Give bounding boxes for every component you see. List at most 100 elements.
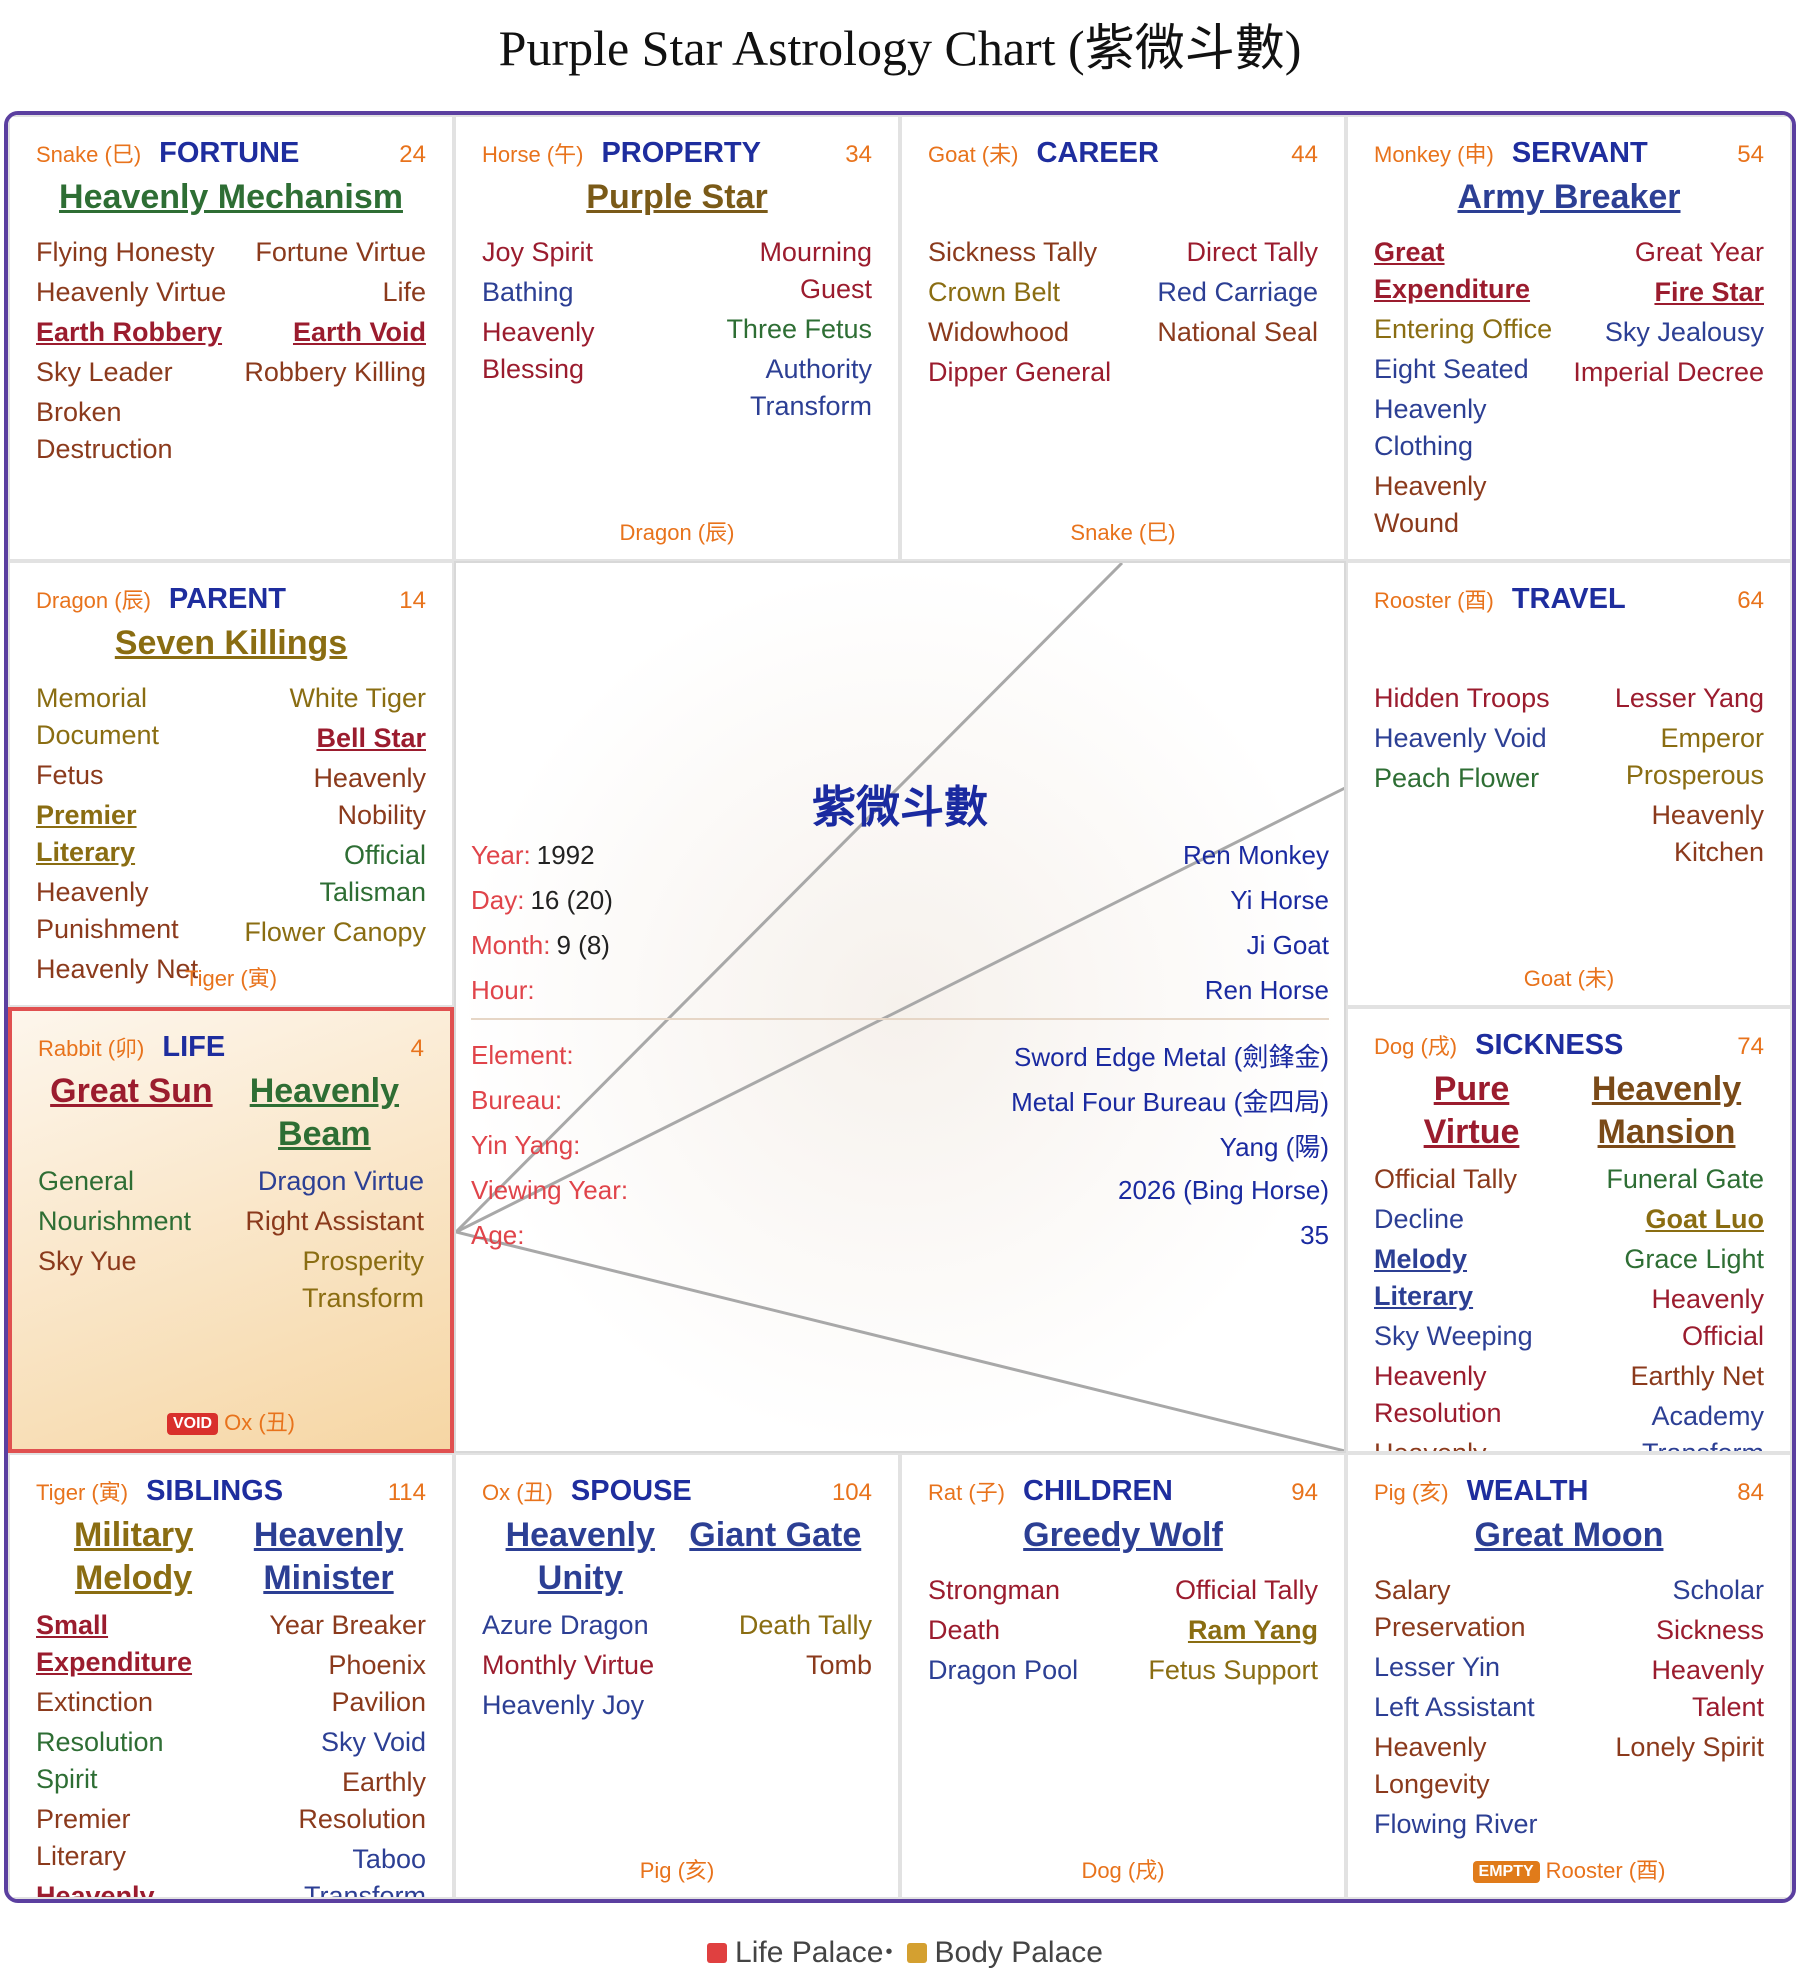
minor-star: Heavenly Void (1374, 723, 1547, 753)
minor-star: Prosperity Transform (301, 1246, 424, 1313)
branch-label: Dog (戌) (1374, 1034, 1458, 1059)
main-star: Great Moon (1474, 1516, 1664, 1554)
detail-row: Viewing Year: 2026 (Bing Horse) (471, 1168, 1329, 1213)
minor-star: Earthly Net (1630, 1361, 1764, 1391)
star-column: Direct Tally Red Carriage National Seal (1127, 234, 1318, 394)
palace-number: 34 (845, 141, 872, 168)
minor-star: Heavenly Blessing (482, 317, 595, 384)
minor-star: Heavenly Resolution (1374, 1361, 1502, 1428)
minor-star: Dragon Pool (928, 1655, 1079, 1685)
palace-name: CAREER (1036, 137, 1159, 169)
minor-star: Sky Yue (38, 1246, 137, 1276)
star-column: Great Expenditure Entering Office Eight Se… (1374, 234, 1565, 545)
palace: Pig (亥) WEALTH 84 Great Moon Salary Preserva… (1346, 1453, 1792, 1899)
minor-star: Monthly Virtue (482, 1650, 655, 1680)
minor-star: Scholar (1672, 1575, 1764, 1605)
main-stars: Military Melody Heavenly Minister (36, 1514, 426, 1599)
stem-branch: Ren Horse (1204, 975, 1329, 1005)
detail-label: Element: (471, 1040, 574, 1070)
palace-footer: Dog (戌) (902, 1853, 1344, 1885)
palace-header: Monkey (申) SERVANT 54 (1374, 137, 1764, 170)
palace-number: 54 (1737, 141, 1764, 168)
legend-label: Body Palace (934, 1936, 1103, 1969)
legend: Life Palace Body Palace (0, 1936, 1800, 1970)
legend-swatch (707, 1943, 728, 1963)
minor-star: Azure Dragon (482, 1610, 649, 1640)
minor-star: Extinction (36, 1687, 154, 1717)
star-column: Mourning Guest Three Fetus Authority Trans… (681, 234, 872, 428)
minor-star: Tomb (805, 1650, 872, 1680)
minor-star: Joy Spirit (482, 237, 594, 267)
minor-star: Heavenly Official (1651, 1284, 1764, 1351)
minor-star: Widowhood (928, 317, 1070, 347)
main-stars: Greedy Wolf (928, 1514, 1318, 1564)
palace-header: Dragon (辰) PARENT 14 (36, 583, 426, 616)
minor-star: Memorial Document (36, 683, 160, 750)
palace-footer: Tiger (寅) (10, 961, 452, 993)
minor-star: Lesser Yin (1374, 1652, 1501, 1682)
minor-star: Resolution Spirit (36, 1727, 164, 1794)
minor-star: Heavenly Net (36, 954, 199, 984)
separator (471, 1018, 1329, 1020)
main-stars: Purple Star (482, 176, 872, 226)
palace-name: SPOUSE (570, 1475, 692, 1507)
minor-star: Fetus (36, 760, 104, 790)
minor-star: National Seal (1157, 317, 1318, 347)
info-value: 1992 (536, 840, 595, 870)
minor-star: Eight Seated (1374, 354, 1529, 384)
branch-label: Rat (子) (928, 1480, 1006, 1505)
minor-star: Dragon Virtue (257, 1166, 424, 1196)
minor-star: White Tiger (289, 683, 426, 713)
star-column: Official Tally Ram Yang Fetus Support (1127, 1572, 1318, 1692)
minor-star: Goat Luo (1645, 1204, 1764, 1234)
main-stars (1374, 622, 1764, 672)
legend-item: Body Palace (883, 1936, 1102, 1969)
minor-star: Imperial Decree (1573, 357, 1764, 387)
star-column: Azure Dragon Monthly Virtue Heavenly Joy (482, 1607, 673, 1727)
minor-stars: Memorial Document Fetus Premier Literary He… (36, 680, 426, 991)
minor-star: Earth Robbery (36, 317, 223, 347)
palace-footer: Dragon (辰) (456, 515, 898, 547)
minor-stars: Small Expenditure Extinction Resolution Sp… (36, 1607, 426, 1897)
body-branch: Tiger (寅) (184, 966, 278, 991)
branch-label: Rooster (酉) (1374, 588, 1494, 613)
palace-header: Dog (戌) SICKNESS 74 (1374, 1029, 1764, 1062)
center-title: 紫微斗數 (812, 783, 988, 832)
info-label: Year: (471, 840, 531, 870)
palace-name: PROPERTY (601, 137, 761, 169)
info-label: Month: (471, 930, 551, 960)
branch-label: Tiger (寅) (36, 1480, 129, 1505)
info-row: Day: 16 (20) Yi Horse (471, 878, 1329, 923)
star-column: Strongman Death Dragon Pool (928, 1572, 1119, 1692)
minor-star: Academy Transform (1641, 1401, 1764, 1453)
palace-footer: Goat (未) (1348, 961, 1790, 993)
minor-star: Nourishment (38, 1206, 192, 1236)
main-star: Heavenly Mansion (1591, 1070, 1742, 1151)
main-star: Heavenly Minister (253, 1516, 404, 1597)
minor-star: Flowing River (1374, 1809, 1538, 1839)
minor-star: Ram Yang (1187, 1615, 1318, 1645)
status-badge: EMPTY (1472, 1861, 1540, 1883)
body-branch: Pig (亥) (639, 1858, 715, 1883)
main-stars: Heavenly Unity Giant Gate (482, 1514, 872, 1599)
palace-number: 74 (1737, 1033, 1764, 1060)
palace-name: SICKNESS (1475, 1029, 1624, 1061)
minor-star: Flower Canopy (244, 917, 426, 947)
palace: Tiger (寅) SIBLINGS 114 Military Melody Heave… (8, 1453, 454, 1899)
minor-stars: Azure Dragon Monthly Virtue Heavenly Joy De… (482, 1607, 872, 1727)
palace-header: Rooster (酉) TRAVEL 64 (1374, 583, 1764, 616)
minor-star: Sky Jealousy (1604, 317, 1764, 347)
minor-stars: Hidden Troops Heavenly Void Peach Flower Le… (1374, 680, 1764, 874)
minor-star: Red Carriage (1157, 277, 1318, 307)
body-branch: Ox (丑) (224, 1410, 295, 1435)
minor-star: Entering Office (1374, 314, 1553, 344)
minor-star: Life (382, 277, 426, 307)
minor-star: Lesser Yang (1614, 683, 1764, 713)
minor-stars: Official Tally Decline Melody Literary Sky … (1374, 1161, 1764, 1453)
info-left: Year: 1992 (471, 840, 595, 871)
palace-name: PARENT (168, 583, 286, 615)
star-column: Small Expenditure Extinction Resolution Sp… (36, 1607, 227, 1897)
body-branch: Snake (巳) (1070, 520, 1176, 545)
main-stars: Great Moon (1374, 1514, 1764, 1564)
main-star: Pure Virtue (1423, 1070, 1520, 1151)
